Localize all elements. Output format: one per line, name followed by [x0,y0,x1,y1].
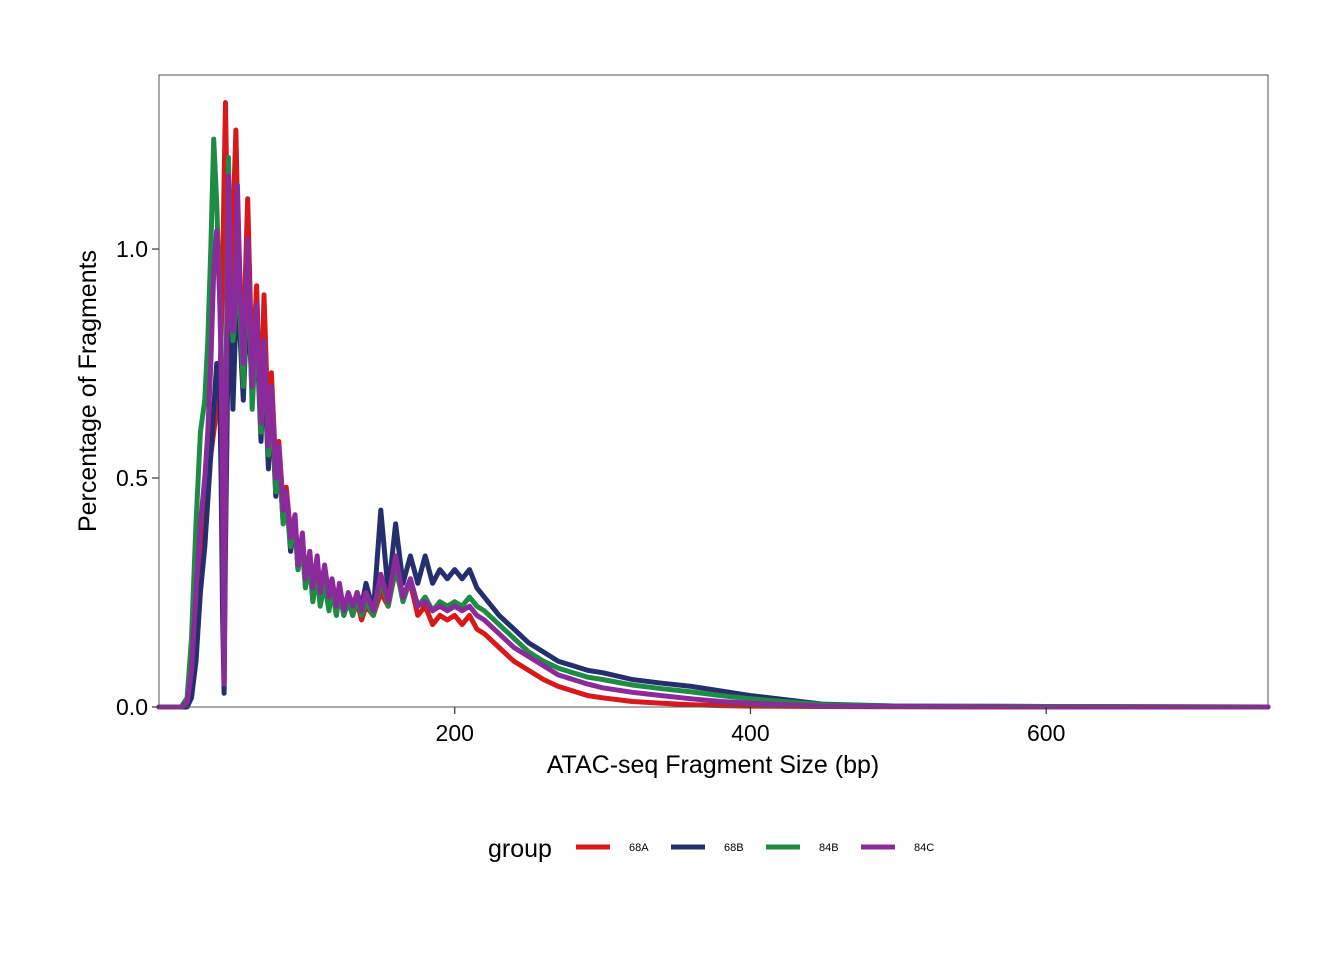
series-layer [156,100,1271,710]
x-tick-label: 400 [731,720,769,746]
legend-label-84c: 84C [914,842,934,854]
plot-panel-border [158,74,1269,708]
y-axis-title: Percentage of Fragments [74,250,102,532]
y-tick-label: 0.5 [116,465,148,491]
x-tick-label: 200 [436,720,474,746]
x-axis: 200 400 600 [436,707,1065,746]
x-tick-label: 600 [1027,720,1065,746]
series-line-68b [156,278,1271,710]
series-line-84c [156,173,1271,710]
y-tick-label: 1.0 [116,236,148,262]
legend-label-68a: 68A [629,842,649,854]
x-axis-title: ATAC-seq Fragment Size (bp) [547,751,880,779]
y-axis: 0.0 0.5 1.0 [116,236,159,720]
series-line-68a [156,100,1271,710]
y-tick-label: 0.0 [116,694,148,720]
legend: group 68A 68B 84B 84C [488,835,934,863]
legend-label-84b: 84B [819,842,839,854]
legend-title: group [488,835,552,863]
legend-label-68b: 68B [724,842,744,854]
series-line-84b [156,136,1271,710]
